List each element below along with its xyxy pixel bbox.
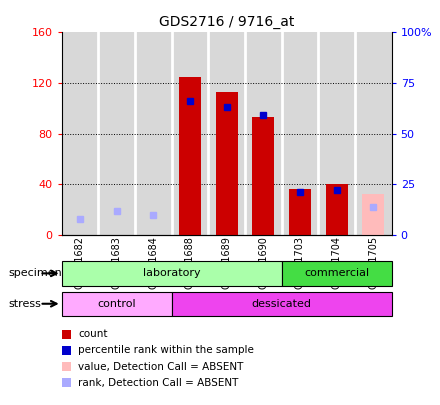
Text: rank, Detection Call = ABSENT: rank, Detection Call = ABSENT (78, 378, 238, 388)
Bar (98, 32, 135, 235)
Text: value, Detection Call = ABSENT: value, Detection Call = ABSENT (78, 362, 243, 371)
Text: stress: stress (9, 299, 42, 309)
Bar (282, 261, 392, 286)
Bar (216, 92, 238, 235)
Bar (179, 77, 201, 235)
Bar (289, 190, 311, 235)
Text: specimen: specimen (9, 269, 62, 278)
Bar (135, 32, 172, 235)
Text: count: count (78, 329, 107, 339)
Bar (326, 184, 348, 235)
Bar (318, 32, 355, 235)
Bar (245, 32, 282, 235)
Bar (62, 292, 172, 316)
Bar (252, 117, 274, 235)
Bar (62, 32, 98, 235)
Text: dessicated: dessicated (252, 299, 312, 309)
Text: laboratory: laboratory (143, 269, 200, 278)
Bar (362, 194, 384, 235)
Bar (355, 32, 392, 235)
Text: percentile rank within the sample: percentile rank within the sample (78, 345, 254, 355)
Text: commercial: commercial (304, 269, 369, 278)
Bar (62, 261, 282, 286)
Text: control: control (97, 299, 136, 309)
Bar (208, 32, 245, 235)
Bar (282, 32, 318, 235)
Bar (172, 292, 392, 316)
Title: GDS2716 / 9716_at: GDS2716 / 9716_at (159, 15, 294, 29)
Bar (172, 32, 208, 235)
